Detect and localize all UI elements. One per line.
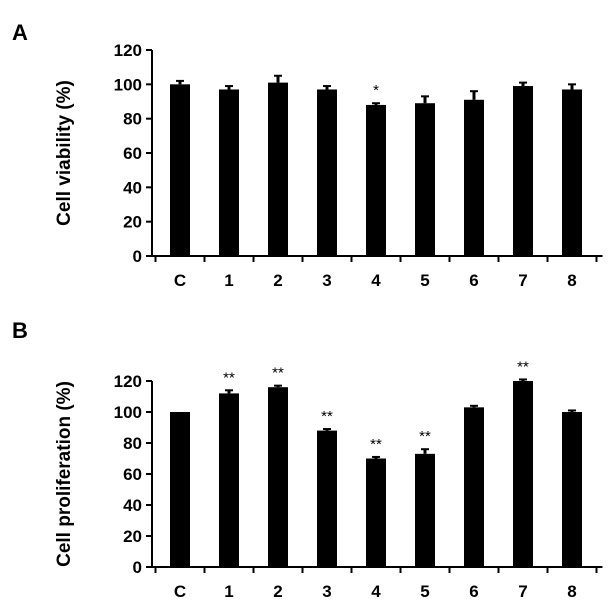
y-tick-label: 0 [133,247,142,266]
bar-8 [562,412,582,567]
significance-mark: ** [517,358,529,375]
bar-3 [317,89,337,256]
significance-mark: ** [370,436,382,453]
y-tick-label: 80 [123,110,142,129]
bar-2 [268,82,288,256]
x-tick-label: 7 [518,271,527,290]
bar-5 [415,453,435,567]
panel-a: A Cell viability (%) 0 20 40 60 80 100 120 C 1 2 3 * 4… [12,20,603,290]
x-tick-label: 4 [371,582,381,601]
y-axis-label: Cell viability (%) [54,80,75,226]
y-tick-label: 80 [123,434,142,453]
x-tick-label: C [174,271,186,290]
x-tick-label: 7 [518,582,527,601]
bar-7 [513,381,533,567]
y-tick-label: 60 [123,465,142,484]
significance-mark: ** [419,428,431,445]
x-tick-label: 3 [322,582,331,601]
x-tick-label: 8 [567,582,576,601]
significance-mark: * [373,82,379,99]
x-tick-label: 6 [469,582,478,601]
x-tick-label: 1 [224,271,233,290]
y-tick-label: 20 [123,527,142,546]
bar-2 [268,387,288,567]
significance-mark: ** [223,369,235,386]
y-tick-label: 0 [133,558,142,577]
bar-4 [366,104,386,256]
y-tick-label: 40 [123,496,142,515]
x-tick-label: 5 [420,271,429,290]
bar-6 [464,99,484,257]
bar-4 [366,458,386,567]
y-tick-label: 40 [123,178,142,197]
bar-7 [513,86,533,256]
significance-mark: ** [272,365,284,382]
x-tick-label: 8 [567,271,576,290]
bar-3 [317,430,337,567]
panel-letter: A [12,20,28,45]
bar-6 [464,407,484,567]
y-tick-label: 120 [114,372,142,391]
bar-5 [415,103,435,256]
bar-c [170,84,190,256]
x-tick-label: 4 [371,271,381,290]
y-axis-label: Cell proliferation (%) [54,381,75,567]
y-tick-label: 120 [114,41,142,60]
x-tick-label: 3 [322,271,331,290]
y-tick-label: 20 [123,213,142,232]
panel-b: B Cell proliferation (%) 0 20 40 60 80 100 120 C *… [12,318,603,601]
x-tick-label: 5 [420,582,429,601]
y-tick-label: 100 [114,75,142,94]
x-tick-label: 1 [224,582,233,601]
bar-c [170,412,190,567]
bar-8 [562,89,582,256]
significance-mark: ** [321,408,333,425]
x-tick-label: C [174,582,186,601]
y-tick-label: 60 [123,144,142,163]
x-tick-label: 2 [273,582,282,601]
x-tick-label: 6 [469,271,478,290]
bar-1 [219,393,239,567]
panel-letter: B [12,318,28,343]
y-tick-label: 100 [114,403,142,422]
bar-1 [219,89,239,256]
x-tick-label: 2 [273,271,282,290]
